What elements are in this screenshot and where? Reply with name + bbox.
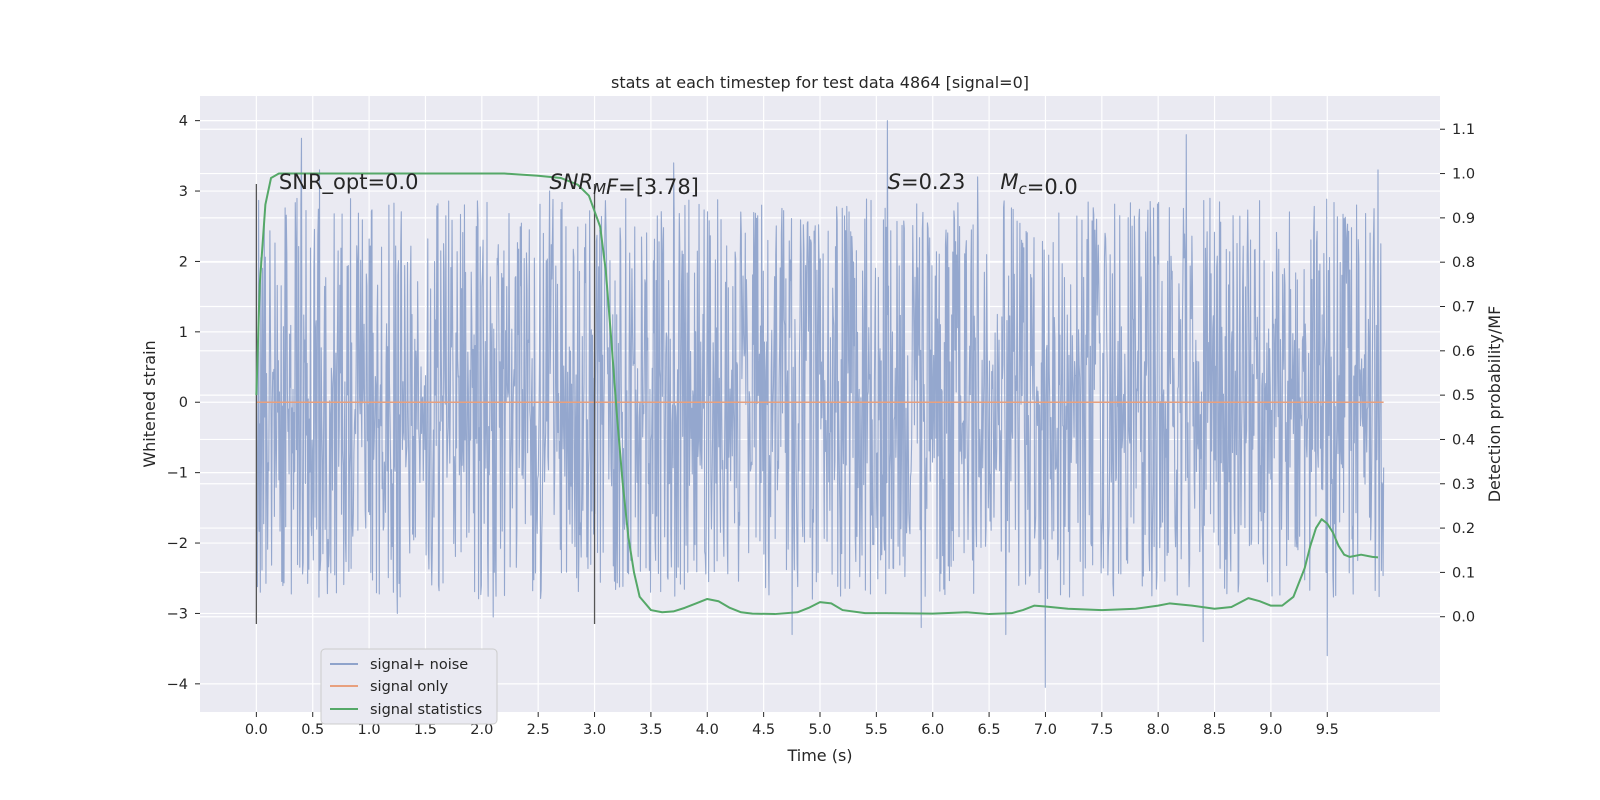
chart-title: stats at each timestep for test data 486…	[611, 73, 1029, 92]
x-tick-label-10: 5.0	[808, 722, 831, 738]
series-signal-statistics	[255, 172, 1379, 616]
y-tick-label-1: −3	[167, 606, 188, 622]
annotation-1-part-0: SNR	[549, 170, 593, 194]
annotation-1: SNRMF=[3.78]	[549, 170, 698, 199]
x-tick-label-4: 2.0	[470, 722, 493, 738]
y2-tick-label-3: 0.3	[1452, 477, 1475, 493]
x-tick-label-12: 6.0	[921, 722, 944, 738]
y2-tick-label-2: 0.2	[1452, 521, 1475, 537]
vertical-markers	[255, 184, 596, 624]
y-tick-label-6: 2	[179, 254, 188, 270]
y2-tick-label-10: 1.0	[1452, 167, 1475, 183]
x-tick-label-8: 4.0	[696, 722, 719, 738]
y2-tick-label-8: 0.8	[1452, 255, 1475, 271]
legend: signal+ noise signal only signal statist…	[320, 648, 498, 725]
x-tick-label-0: 0.0	[245, 722, 268, 738]
x-axis-label: Time (s)	[786, 746, 852, 765]
x-tick-label-3: 1.5	[414, 722, 437, 738]
y2-tick-label-4: 0.4	[1452, 432, 1475, 448]
y-tick-label-2: −2	[167, 536, 188, 552]
annotation-3: Mc=0.0	[1000, 170, 1077, 199]
legend-label-signal-plus-noise: signal+ noise	[370, 657, 468, 673]
x-tick-label-17: 8.5	[1203, 722, 1226, 738]
y-axis-ticks: −4 −3 −2 −1 0 1 2 3 4	[167, 114, 200, 693]
y2-tick-label-6: 0.6	[1452, 344, 1475, 360]
y2-axis-ticks: 0.0 0.1 0.2 0.3 0.4 0.5 0.6 0.7 0.8 0.9 1.0 1.1	[1440, 122, 1475, 626]
y-tick-label-7: 3	[179, 184, 188, 200]
x-axis-ticks: 0.0 0.5 1.0 1.5 2.0 2.5 3.0 3.5 4.0 4.5 5.0 5.5 6.0 6…	[245, 712, 1339, 738]
x-tick-label-18: 9.0	[1259, 722, 1282, 738]
annotation-0: SNR_opt=0.0	[279, 170, 419, 195]
x-tick-label-15: 7.5	[1090, 722, 1113, 738]
y-tick-label-4: 0	[179, 395, 188, 411]
annotation-2-part-0: S	[888, 170, 901, 194]
y-tick-label-5: 1	[179, 325, 188, 341]
y-tick-label-0: −4	[167, 677, 188, 693]
signal-plus-noise-line	[255, 120, 1385, 688]
y2-tick-label-5: 0.5	[1452, 388, 1475, 404]
annotation-2: S=0.23	[888, 170, 966, 194]
annotation-3-part-1: c	[1018, 180, 1027, 198]
x-tick-label-13: 6.5	[978, 722, 1001, 738]
y2-tick-label-0: 0.0	[1452, 610, 1475, 626]
y2-tick-label-7: 0.7	[1452, 300, 1475, 316]
x-tick-label-6: 3.0	[583, 722, 606, 738]
annotations: SNR_opt=0.0 SNRMF=[3.78] S=0.23 Mc=0.0	[279, 170, 1078, 199]
series-signal-plus-noise	[255, 120, 1385, 688]
x-tick-label-7: 3.5	[639, 722, 662, 738]
annotation-2-part-1: =0.23	[901, 170, 965, 194]
y2-tick-label-11: 1.1	[1452, 122, 1475, 138]
legend-label-signal-statistics: signal statistics	[370, 702, 482, 718]
y2-axis-label: Detection probability/MF	[1485, 306, 1504, 503]
annotation-3-part-0: M	[1000, 170, 1018, 194]
x-tick-label-1: 0.5	[301, 722, 324, 738]
annotation-1-part-3: =[3.78]	[618, 175, 699, 199]
y-axis-label: Whitened strain	[140, 340, 159, 467]
y-tick-label-8: 4	[179, 114, 188, 130]
annotation-0-part-0: SNR_opt=0.0	[279, 170, 419, 195]
y2-tick-label-1: 0.1	[1452, 565, 1475, 581]
y2-tick-label-9: 0.9	[1452, 211, 1475, 227]
annotation-3-part-2: =0.0	[1027, 175, 1078, 199]
x-tick-label-9: 4.5	[752, 722, 775, 738]
x-tick-label-5: 2.5	[527, 722, 550, 738]
x-tick-label-11: 5.5	[865, 722, 888, 738]
x-tick-label-14: 7.0	[1034, 722, 1057, 738]
legend-label-signal-only: signal only	[370, 679, 449, 695]
x-tick-label-16: 8.0	[1147, 722, 1170, 738]
y-tick-label-3: −1	[167, 466, 188, 482]
x-tick-label-19: 9.5	[1316, 722, 1339, 738]
annotation-1-part-2: F	[606, 175, 619, 199]
annotation-1-part-1: M	[593, 180, 606, 198]
legend-box	[320, 648, 498, 725]
x-tick-label-2: 1.0	[358, 722, 381, 738]
signal-statistics-line	[255, 172, 1379, 616]
